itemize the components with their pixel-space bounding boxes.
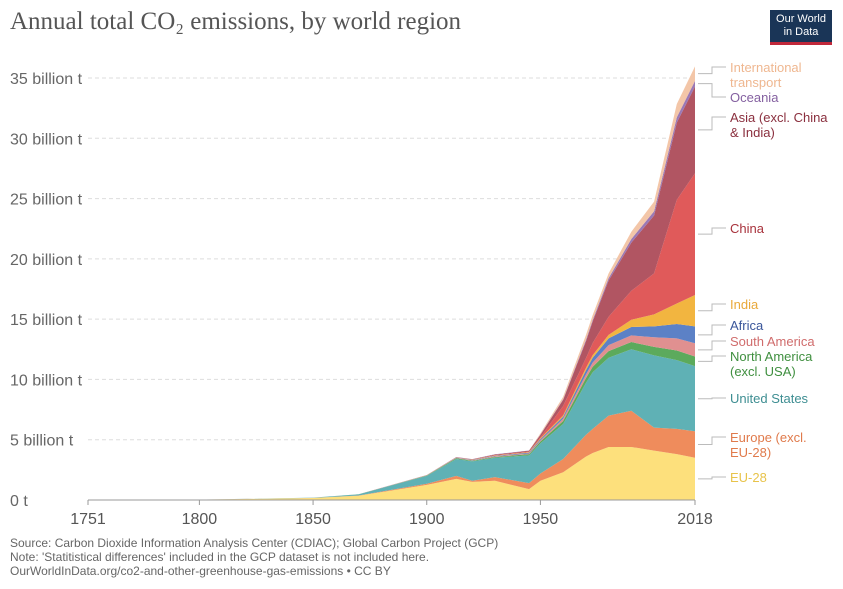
legend-label: Asia (excl. China & India) xyxy=(730,110,828,140)
y-tick-label: 20 billion t xyxy=(10,252,83,269)
note-text: Note: 'Statitistical differences' includ… xyxy=(10,550,430,564)
x-tick-label: 1751 xyxy=(70,511,106,528)
legend-label: EU-28 xyxy=(730,470,767,485)
x-tick-label: 1900 xyxy=(409,511,445,528)
logo-line1: Our World xyxy=(776,13,826,25)
legend-label: Africa xyxy=(730,318,764,333)
owid-logo[interactable]: Our World in Data xyxy=(770,10,832,45)
y-tick-label: 35 billion t xyxy=(10,71,83,88)
source-text: Source: Carbon Dioxide Information Analy… xyxy=(10,536,499,550)
legend-connector xyxy=(698,116,726,131)
legend-connector xyxy=(698,355,726,362)
x-tick-label: 1950 xyxy=(523,511,559,528)
y-tick-label: 25 billion t xyxy=(10,192,83,209)
x-tick-label: 1850 xyxy=(295,511,331,528)
legend-label: United States xyxy=(730,391,809,406)
x-tick-label: 1800 xyxy=(182,511,218,528)
legend-label: South America xyxy=(730,334,815,349)
area-eu-28 xyxy=(88,446,695,500)
legend-connector xyxy=(698,436,726,446)
legend-connector xyxy=(698,303,726,312)
legend-label: India xyxy=(730,297,759,312)
y-tick-label: 15 billion t xyxy=(10,312,83,329)
legend-label: International transport xyxy=(730,60,802,90)
legend-connector xyxy=(698,83,726,98)
legend-connector xyxy=(698,324,726,336)
x-tick-label: 2018 xyxy=(677,511,713,528)
legend-connector xyxy=(698,397,726,400)
legend-label: Europe (excl. EU-28) xyxy=(730,430,807,460)
legend-connector xyxy=(698,340,726,351)
legend-label: North America (excl. USA) xyxy=(730,349,813,379)
legend-label: Oceania xyxy=(730,90,779,105)
url-link[interactable]: OurWorldInData.org/co2-and-other-greenho… xyxy=(10,564,391,578)
y-tick-label: 0 t xyxy=(10,493,28,510)
area-europe-excl-eu-28- xyxy=(88,410,695,500)
area-united-states xyxy=(88,349,695,500)
y-tick-label: 10 billion t xyxy=(10,372,83,389)
legend-connector xyxy=(698,227,726,235)
legend-connector xyxy=(698,476,726,480)
logo-line2: in Data xyxy=(783,26,819,38)
footer: Source: Carbon Dioxide Information Analy… xyxy=(10,536,498,578)
y-tick-label: 5 billion t xyxy=(10,433,74,450)
y-tick-label: 30 billion t xyxy=(10,131,83,148)
chart-title: Annual total CO₂ emissions, by world reg… xyxy=(10,8,462,35)
legend-label: China xyxy=(730,221,765,236)
legend-connector xyxy=(698,66,726,75)
